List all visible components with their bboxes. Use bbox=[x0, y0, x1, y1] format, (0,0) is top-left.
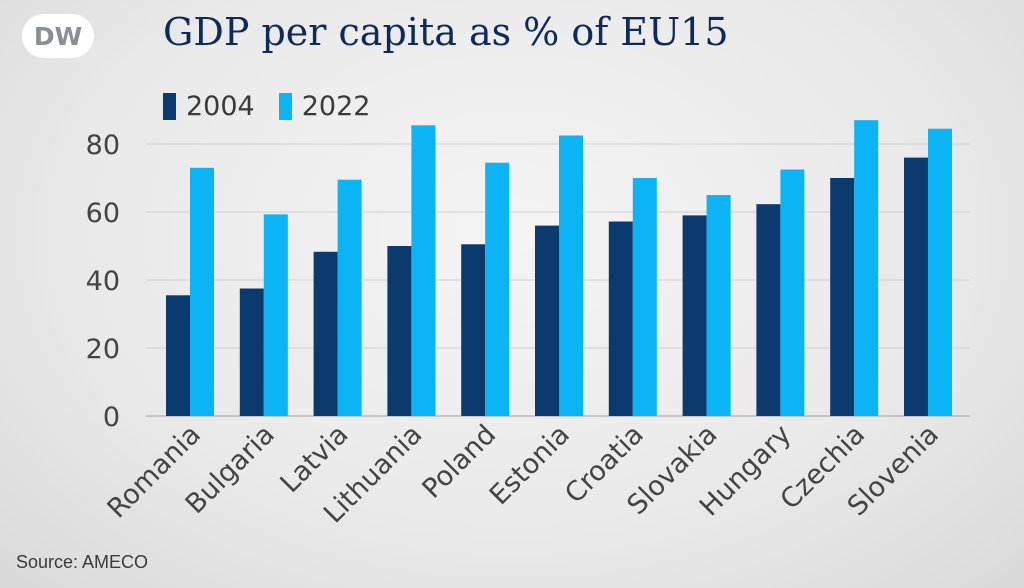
bar-2004-czechia bbox=[830, 178, 855, 416]
bar-2022-poland bbox=[485, 162, 510, 416]
legend-swatch-2022 bbox=[278, 92, 292, 120]
bar-2022-czechia bbox=[854, 120, 879, 416]
bar-2004-romania bbox=[166, 295, 190, 416]
source-note: Source: AMECO bbox=[16, 552, 149, 572]
bar-2004-croatia bbox=[608, 221, 633, 416]
legend-label-2022: 2022 bbox=[301, 90, 371, 122]
legend-label-2004: 2004 bbox=[186, 90, 255, 122]
y-tick-label: 80 bbox=[86, 130, 120, 161]
legend-item-2022: 2022 bbox=[278, 90, 371, 122]
y-tick-label: 40 bbox=[86, 266, 120, 297]
bar-2004-lithuania bbox=[387, 246, 412, 416]
y-tick-label: 0 bbox=[103, 402, 120, 433]
dw-logo: DW bbox=[22, 14, 94, 58]
legend-item-2004: 2004 bbox=[163, 91, 255, 122]
bar-2022-estonia bbox=[559, 135, 583, 416]
bar-2004-slovakia bbox=[682, 215, 707, 416]
legend: 2004 2022 bbox=[163, 89, 394, 123]
bar-2004-hungary bbox=[756, 204, 781, 416]
bar-2022-slovakia bbox=[706, 195, 731, 416]
bar-2022-hungary bbox=[780, 169, 805, 416]
bar-2004-estonia bbox=[535, 225, 559, 416]
logo-text: DW bbox=[34, 22, 82, 51]
y-tick-label: 60 bbox=[86, 198, 120, 229]
bar-2022-slovenia bbox=[928, 128, 952, 416]
bar-2022-romania bbox=[190, 167, 214, 416]
bar-2004-slovenia bbox=[904, 157, 928, 416]
bar-2022-bulgaria bbox=[263, 214, 288, 416]
bar-2022-lithuania bbox=[411, 125, 436, 417]
bar-2022-croatia bbox=[632, 178, 657, 416]
bar-2004-poland bbox=[461, 244, 486, 416]
bar-2022-latvia bbox=[337, 179, 362, 416]
chart-title: GDP per capita as % of EU15 bbox=[163, 10, 729, 54]
y-tick-label: 20 bbox=[86, 334, 120, 365]
x-tick-label: Estonia bbox=[484, 419, 576, 511]
bar-2004-latvia bbox=[313, 251, 338, 416]
bar-2004-bulgaria bbox=[239, 288, 264, 416]
legend-swatch-2004 bbox=[163, 92, 176, 120]
